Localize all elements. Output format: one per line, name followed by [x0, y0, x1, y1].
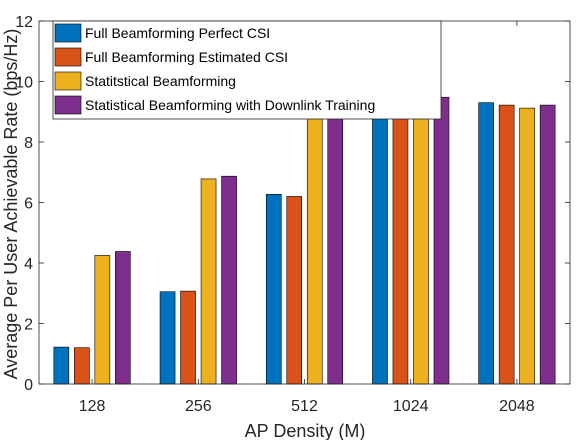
legend-label-1: Full Beamforming Perfect CSI [85, 25, 270, 41]
bar-1-512 [265, 194, 282, 385]
y-axis-label: Average Per User Achievable Rate (bps/Hz… [1, 29, 21, 380]
bar-2-512 [286, 196, 303, 385]
y-tick-label: 6 [24, 196, 33, 213]
bar-2-2048 [498, 104, 515, 385]
x-tick-label: 128 [79, 398, 106, 415]
y-tick-label: 12 [15, 14, 33, 31]
bar-3-512 [306, 112, 323, 385]
bar-4-1024 [433, 96, 450, 385]
legend: Full Beamforming Perfect CSI Full Beamfor… [52, 20, 442, 120]
bar-2-128 [74, 347, 90, 385]
y-tick-label: 10 [15, 75, 33, 92]
bar-3-128 [94, 255, 111, 385]
bar-4-2048 [539, 104, 556, 385]
legend-swatch-2 [54, 47, 82, 67]
legend-label-2: Full Beamforming Estimated CSI [85, 49, 288, 65]
legend-label-4: Statistical Beamforming with Downlink Tr… [85, 97, 375, 113]
x-tick-label: 512 [291, 398, 318, 415]
bar-1-2048 [478, 102, 494, 385]
bar-3-2048 [519, 107, 535, 385]
x-tick-label: 2048 [499, 398, 535, 415]
bar-1-256 [159, 291, 176, 385]
y-tick-label: 8 [24, 135, 33, 152]
ticks-layer: 0 2 4 6 8 10 12 128 256 512 1024 2048 [15, 14, 570, 415]
legend-swatch-1 [54, 23, 82, 43]
y-tick-label: 2 [24, 317, 33, 334]
x-tick-label: 256 [185, 398, 212, 415]
x-tick-label: 1024 [393, 398, 429, 415]
bar-4-256 [221, 175, 237, 385]
legend-box [52, 20, 442, 120]
legend-swatch-4 [54, 95, 82, 115]
bar-2-1024 [392, 115, 409, 385]
bar-3-1024 [413, 103, 429, 385]
bar-4-128 [115, 251, 131, 385]
legend-swatch-3 [54, 71, 82, 91]
bar-2-256 [180, 290, 196, 385]
bar-3-256 [200, 178, 217, 385]
legend-label-3: Statitstical Beamforming [85, 73, 236, 89]
bars-layer [53, 96, 556, 385]
x-axis-label: AP Density (M) [245, 421, 366, 440]
y-tick-label: 4 [24, 256, 33, 273]
bar-1-128 [53, 346, 70, 385]
bar-1-1024 [372, 112, 388, 385]
y-tick-label: 0 [24, 377, 33, 394]
bar-4-512 [327, 118, 344, 385]
